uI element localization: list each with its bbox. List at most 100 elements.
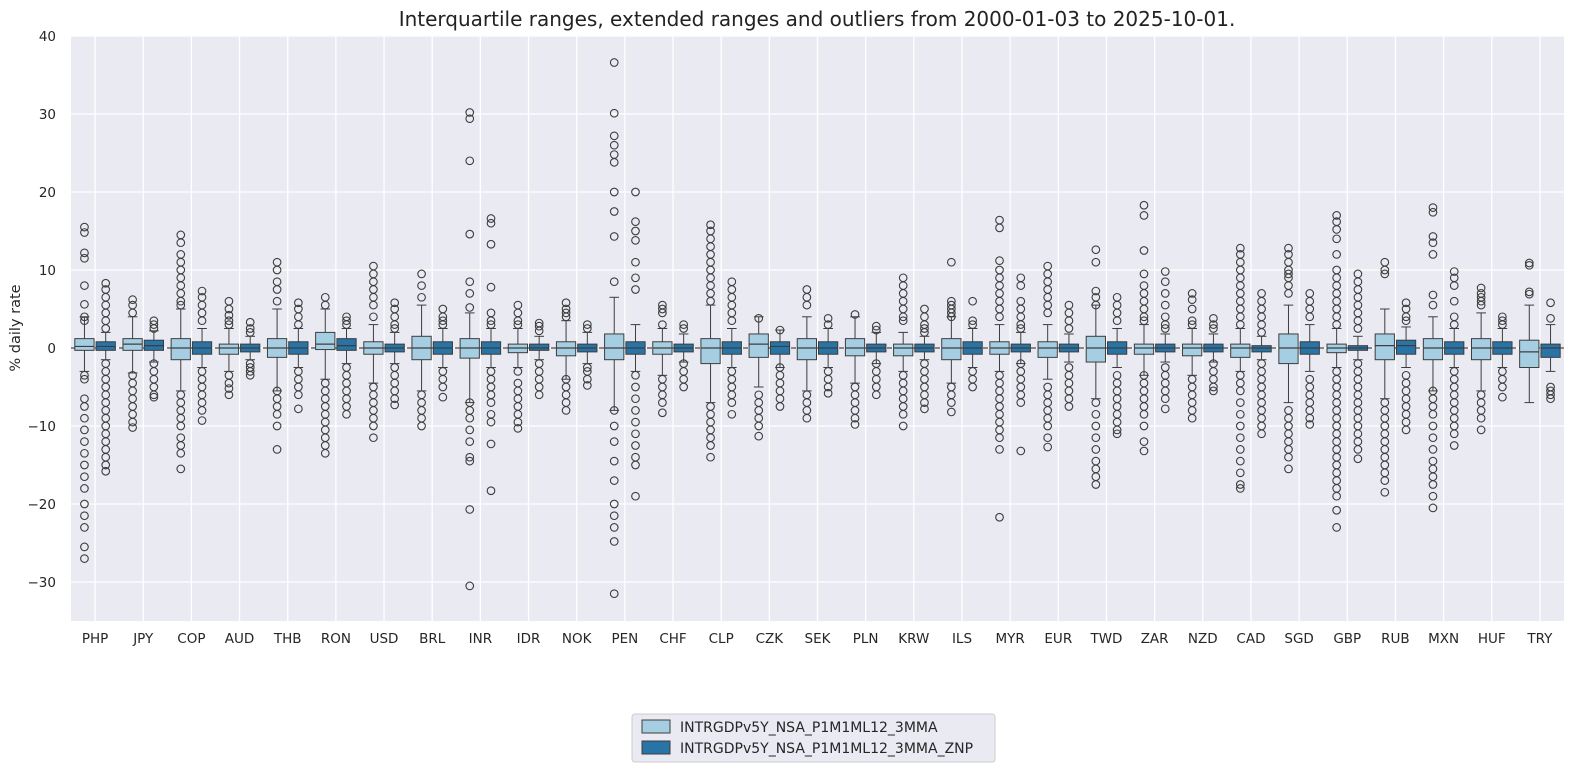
box-idr-series-1: [507, 300, 529, 433]
x-tick-label: NZD: [1188, 631, 1218, 647]
x-tick-label: SGD: [1284, 631, 1313, 647]
outlier-point: [272, 421, 282, 431]
outlier-point: [1235, 484, 1245, 493]
outlier-point: [582, 324, 592, 333]
outlier-point: [1160, 277, 1170, 287]
outlier-point: [1428, 203, 1438, 212]
outlier-point: [1476, 413, 1486, 423]
outlier-point: [1332, 234, 1341, 244]
outlier-point: [609, 456, 619, 466]
outlier-point: [631, 285, 640, 294]
outlier-point: [465, 456, 475, 466]
outlier-point: [1139, 269, 1149, 279]
box-rub-series-2: [1395, 298, 1417, 435]
outlier-point: [1091, 257, 1101, 267]
outlier-point: [417, 269, 426, 279]
box-php-series-1: [74, 222, 95, 563]
legend: INTRGDPv5Y_NSA_P1M1ML12_3MMA INTRGDPv5Y_…: [631, 713, 996, 763]
outlier-point: [609, 499, 619, 509]
outlier-point: [823, 388, 833, 398]
box-pen-series-1: [604, 58, 625, 599]
grid-lines: [71, 35, 1564, 621]
outlier-point: [1305, 420, 1315, 429]
outlier-point: [101, 466, 111, 476]
outlier-point: [1235, 480, 1245, 489]
box-pln-series-1: [844, 310, 866, 429]
outlier-point: [272, 265, 282, 275]
outlier-point: [176, 421, 186, 431]
outlier-point: [1428, 238, 1438, 248]
box-gbp-series-2: [1347, 269, 1369, 464]
outlier-point: [1016, 320, 1026, 329]
outlier-point: [417, 421, 426, 431]
outlier-point: [609, 406, 619, 415]
outlier-point: [775, 402, 785, 411]
outlier-point: [1476, 283, 1486, 293]
outlier-point: [968, 320, 977, 329]
outlier-point: [465, 425, 475, 435]
outlier-point: [1428, 480, 1438, 489]
outlier-point: [802, 300, 812, 310]
outlier-point: [1091, 245, 1101, 255]
outlier-point: [631, 382, 640, 392]
outlier-point: [1160, 320, 1170, 329]
outlier-point: [609, 421, 619, 431]
outlier-point: [101, 324, 111, 333]
outlier-point: [1160, 300, 1170, 310]
outlier-point: [80, 448, 89, 458]
iqr-box: [74, 338, 95, 351]
outlier-point: [80, 472, 89, 482]
outlier-point: [1016, 446, 1026, 456]
outlier-point: [1332, 505, 1341, 515]
outlier-point: [631, 441, 640, 450]
outlier-point: [224, 384, 234, 393]
outlier-point: [609, 207, 619, 216]
outlier-point: [176, 296, 186, 306]
outlier-point: [224, 378, 234, 388]
iqr-box: [1182, 343, 1203, 357]
outlier-point: [1187, 413, 1197, 423]
outlier-point: [320, 448, 330, 458]
outlier-point: [609, 589, 619, 599]
outlier-point: [80, 425, 89, 435]
outlier-point: [706, 441, 715, 450]
outlier-point: [1428, 290, 1438, 300]
iqr-box: [769, 341, 791, 355]
outlier-point: [320, 300, 330, 310]
box-czk-series-1: [748, 314, 769, 441]
outlier-point: [486, 214, 496, 223]
outlier-point: [1449, 281, 1459, 290]
y-tick-label: 0: [47, 341, 56, 357]
outlier-point: [1091, 286, 1101, 296]
outlier-point: [1498, 316, 1507, 326]
outlier-point: [1401, 312, 1411, 322]
outlier-point: [823, 320, 833, 329]
outlier-point: [1139, 200, 1149, 210]
iqr-box: [170, 338, 191, 361]
outlier-point: [658, 304, 667, 314]
outlier-point: [706, 296, 715, 306]
outlier-point: [465, 156, 475, 166]
outlier-point: [224, 320, 234, 329]
outlier-point: [1546, 394, 1555, 404]
outlier-point: [465, 452, 475, 462]
box-thb-series-2: [288, 298, 309, 414]
outlier-point: [920, 328, 929, 337]
outlier-point: [1257, 328, 1266, 337]
outlier-point: [658, 308, 667, 318]
outlier-point: [390, 320, 400, 329]
outlier-point: [1209, 324, 1218, 333]
outlier-point: [823, 382, 833, 392]
box-huf-series-1: [1470, 283, 1492, 435]
x-tick-label: HUF: [1478, 631, 1506, 647]
outlier-point: [486, 320, 496, 329]
outlier-point: [513, 316, 523, 326]
outlier-point: [465, 229, 475, 239]
outlier-point: [1091, 421, 1101, 431]
outlier-point: [1235, 409, 1245, 419]
outlier-point: [128, 417, 137, 427]
outlier-point: [369, 433, 378, 443]
outlier-point: [1064, 402, 1074, 411]
outlier-point: [513, 367, 523, 376]
box-twd-series-1: [1085, 245, 1106, 489]
